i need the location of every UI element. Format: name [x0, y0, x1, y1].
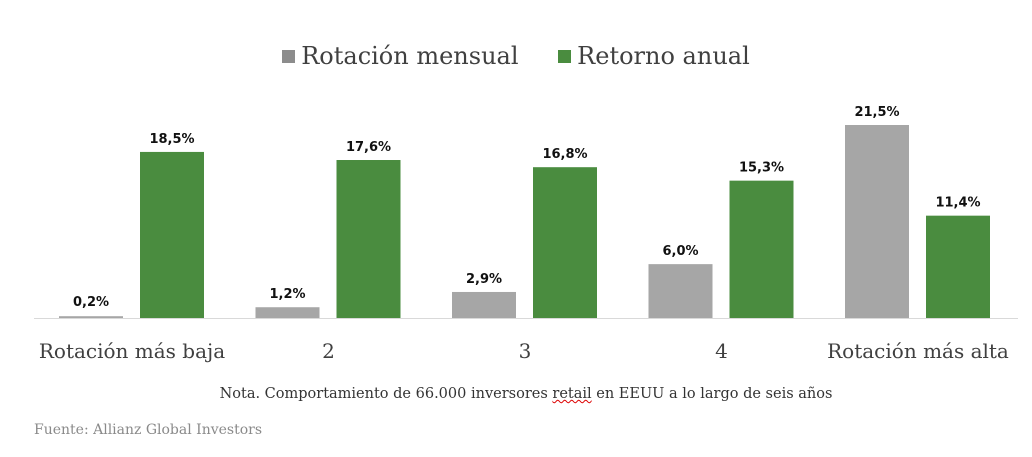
note-text: Nota. Comportamiento de 66.000 inversore… — [219, 386, 553, 402]
category-label: 3 — [519, 339, 532, 363]
data-label: 17,6% — [346, 140, 391, 155]
bar-rotacion — [452, 291, 516, 318]
data-label: 21,5% — [854, 105, 899, 120]
bar-retorno — [729, 180, 794, 318]
category-label: Rotación más baja — [39, 339, 225, 363]
legend: Rotación mensual Retorno anual — [0, 42, 1032, 70]
data-label: 0,2% — [73, 295, 109, 310]
bar-rotacion — [59, 316, 123, 318]
legend-swatch-green — [558, 50, 572, 63]
legend-item-retorno: Retorno anual — [558, 42, 750, 70]
category-label: 4 — [715, 339, 728, 363]
category-label: Rotación más alta — [827, 339, 1009, 363]
legend-item-rotacion: Rotación mensual — [282, 42, 519, 70]
bar-rotacion — [255, 307, 320, 318]
data-label: 6,0% — [662, 244, 698, 259]
source: Fuente: Allianz Global Investors — [34, 422, 263, 438]
note: Nota. Comportamiento de 66.000 inversore… — [0, 386, 1032, 402]
data-label: 16,8% — [542, 147, 587, 162]
bar-retorno — [926, 215, 990, 318]
note-text-underlined: retail — [552, 386, 592, 402]
bar-rotacion — [648, 264, 713, 318]
data-label: 18,5% — [149, 132, 194, 147]
bar-retorno — [533, 167, 597, 318]
bar-retorno — [140, 151, 204, 318]
bar-retorno — [336, 160, 401, 318]
data-label: 15,3% — [739, 161, 784, 176]
bar-rotacion — [845, 125, 909, 318]
category-label: 2 — [322, 339, 335, 363]
note-text-end: en EEUU a lo largo de seis años — [591, 386, 833, 402]
data-label: 1,2% — [269, 287, 305, 302]
data-label: 11,4% — [935, 196, 980, 211]
legend-label: Rotación mensual — [301, 42, 519, 70]
data-label: 2,9% — [466, 272, 502, 287]
legend-label: Retorno anual — [577, 42, 750, 70]
legend-swatch-gray — [282, 50, 296, 63]
